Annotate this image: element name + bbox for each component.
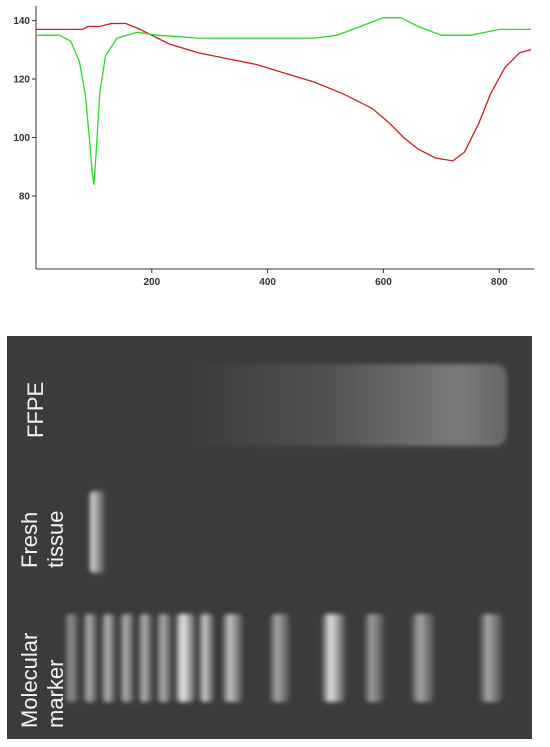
marker-band-3 [101,614,117,702]
marker-band-11 [322,614,346,702]
lane-label-ffpe-line-1: FFPE [23,381,48,438]
series-line-2 [36,17,532,185]
ffpe-smear [187,364,507,446]
marker-band-14 [479,614,504,702]
x-tick-label: 800 [491,277,508,288]
y-tick-label: 80 [19,191,31,202]
marker-band-1 [64,614,80,702]
lane-label-molecular-marker: Molecular marker [17,633,69,728]
gel-image-panel: FFPE Fresh tissue Molecular marker [7,336,532,739]
lane-label-fresh-tissue: Fresh tissue [17,511,69,568]
marker-band-13 [411,614,435,702]
x-tick-label: 600 [375,277,392,288]
lane-label-fresh-tissue-line-1: Fresh [17,511,42,568]
marker-band-4 [119,614,135,702]
marker-band-12 [364,614,385,702]
x-tick-label: 400 [259,277,276,288]
fresh-tissue-band [90,491,106,573]
marker-band-6 [156,614,173,702]
line-plot-panel: 80 100 120 140 200 400 600 800 [0,0,550,300]
y-tick-label: 120 [13,75,30,86]
x-tick-label: 200 [143,277,160,288]
line-plot: 80 100 120 140 200 400 600 800 [13,6,534,288]
marker-band-7 [175,614,196,702]
gel-image [7,336,532,739]
lane-label-molecular-marker-line-2: marker [43,659,68,728]
y-tick-label: 140 [13,16,30,27]
marker-band-2 [83,614,98,702]
marker-band-10 [269,614,291,702]
lane-label-ffpe: FFPE [23,382,49,438]
series-line-1 [36,22,532,162]
marker-band-9 [222,614,244,702]
y-tick-label: 100 [13,133,30,144]
lane-label-molecular-marker-line-1: Molecular [17,632,42,728]
marker-band-5 [138,614,153,702]
marker-band-8 [198,614,215,702]
lane-label-fresh-tissue-line-2: tissue [43,510,68,568]
